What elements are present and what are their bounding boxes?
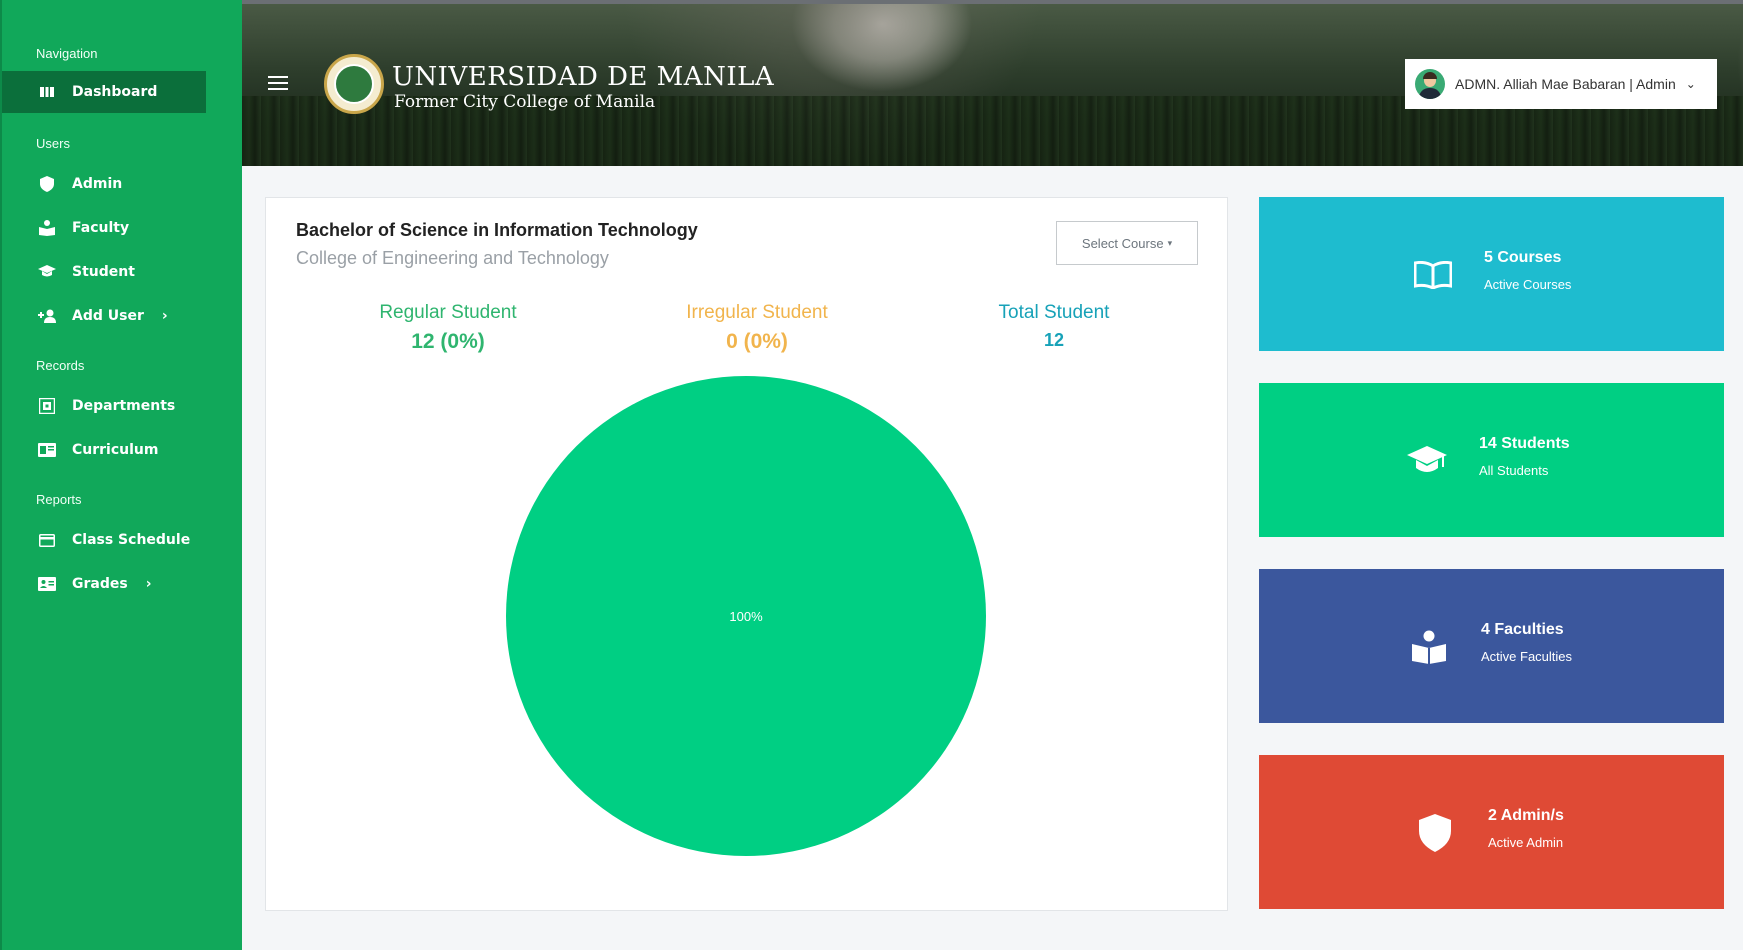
header-banner: UNIVERSIDAD DE MANILA Former City Colleg… [242,4,1743,166]
section-reports: Reports [36,492,82,507]
admins-card[interactable]: 2 Admin/s Active Admin [1259,755,1724,909]
menu-toggle-icon[interactable] [268,76,288,90]
user-plus-icon [36,307,58,325]
sidebar-item-label: Curriculum [72,442,159,458]
sidebar-item-label: Dashboard [72,84,158,100]
sidebar-item-class-schedule[interactable]: Class Schedule [2,519,206,561]
regular-student-label: Regular Student [379,302,517,323]
sidebar-item-label: Student [72,264,135,280]
college-name: College of Engineering and Technology [296,248,609,268]
admins-label: Active Admin [1488,835,1564,850]
sidebar-item-curriculum[interactable]: Curriculum [2,429,206,471]
students-card[interactable]: 14 Students All Students [1259,383,1724,537]
section-records: Records [36,358,85,373]
sidebar-item-label: Faculty [72,220,130,236]
sidebar-item-label: Departments [72,398,176,414]
total-student-label: Total Student [998,302,1110,323]
faculties-card[interactable]: 4 Faculties Active Faculties [1259,569,1724,723]
section-navigation: Navigation [36,46,98,61]
sidebar-item-admin[interactable]: Admin [2,163,206,205]
sidebar-item-student[interactable]: Student [2,251,206,293]
student-pie-chart: 100% [506,376,986,856]
regular-student-value: 12 (0%) [411,330,485,353]
address-card-icon [36,575,58,593]
pie-slice-regular-student[interactable] [506,376,986,856]
user-name: ADMN. Alliah Mae Babaran | Admin [1455,76,1676,92]
building-icon [36,397,58,415]
sidebar-item-faculty[interactable]: Faculty [2,207,206,249]
sidebar: Navigation Dashboard Users Admin Faculty… [0,0,242,950]
course-title: Bachelor of Science in Information Techn… [296,220,698,240]
faculties-label: Active Faculties [1481,649,1573,664]
irregular-student-stat: Irregular Student 0 (0%) [637,302,877,354]
pie-percent-label: 100% [729,609,763,624]
sidebar-item-add-user[interactable]: Add User › [2,295,206,337]
caret-down-icon: ▾ [1167,237,1173,248]
sidebar-item-label: Class Schedule [72,532,191,548]
sidebar-item-grades[interactable]: Grades › [2,563,206,605]
faculties-count: 4 Faculties [1481,621,1564,638]
students-label: All Students [1479,463,1549,478]
sidebar-item-departments[interactable]: Departments [2,385,206,427]
id-card-icon [36,441,58,459]
shield-icon [1415,814,1455,852]
dashboard-icon [36,83,58,101]
chevron-right-icon: › [161,308,168,324]
irregular-student-label: Irregular Student [686,302,828,323]
irregular-student-value: 0 (0%) [726,330,788,353]
chevron-right-icon: › [145,576,152,592]
sidebar-item-label: Admin [72,176,123,192]
sidebar-item-dashboard[interactable]: Dashboard [2,71,206,113]
select-course-button[interactable]: Select Course ▾ [1056,221,1198,265]
university-name: UNIVERSIDAD DE MANILA [392,62,775,92]
avatar [1415,69,1445,99]
section-users: Users [36,136,70,151]
university-subtitle: Former City College of Manila [394,92,656,112]
courses-card[interactable]: 5 Courses Active Courses [1259,197,1724,351]
courses-count: 5 Courses [1484,249,1562,266]
graduation-cap-icon [36,263,58,281]
faculty-icon [36,219,58,237]
university-seal-logo [324,54,384,114]
shield-icon [36,175,58,193]
students-count: 14 Students [1479,435,1570,452]
total-student-stat: Total Student 12 [934,302,1174,351]
sidebar-item-label: Add User [72,308,144,324]
user-menu-dropdown[interactable]: ADMN. Alliah Mae Babaran | Admin ⌄ [1405,59,1717,109]
total-student-value: 12 [1043,330,1065,350]
sidebar-item-label: Grades [72,576,128,592]
credit-card-icon [36,531,58,549]
graduation-cap-icon [1407,443,1447,479]
regular-student-stat: Regular Student 12 (0%) [328,302,568,354]
courses-label: Active Courses [1484,277,1572,292]
book-open-icon [1413,257,1453,293]
chevron-down-icon: ⌄ [1685,77,1696,91]
faculty-reader-icon [1409,629,1449,665]
window-top-border [0,0,1743,4]
admins-count: 2 Admin/s [1488,807,1564,824]
select-course-label: Select Course [1081,235,1164,251]
course-summary-card: Bachelor of Science in Information Techn… [265,197,1228,911]
